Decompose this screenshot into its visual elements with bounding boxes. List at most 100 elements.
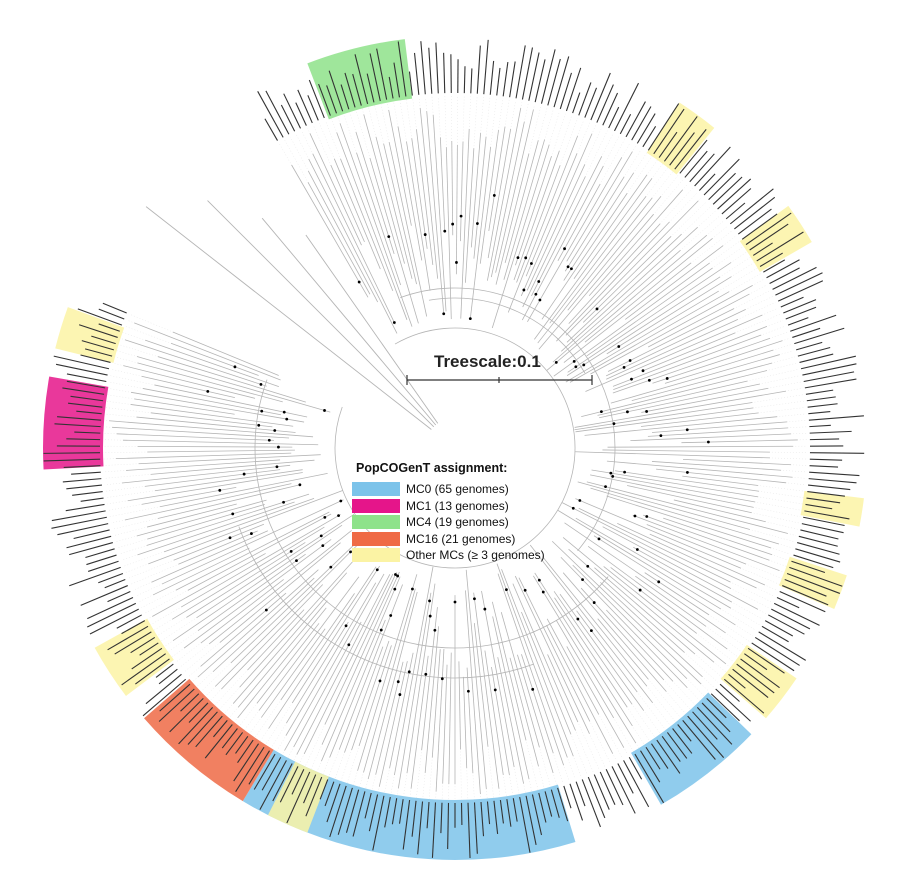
branch-arc <box>334 327 576 569</box>
leader-line <box>545 109 554 138</box>
branch <box>682 458 792 466</box>
branch <box>590 487 780 545</box>
leader-line <box>781 571 785 573</box>
leader-line <box>578 723 600 770</box>
leaf-label-mark <box>408 71 413 96</box>
branch <box>553 262 710 377</box>
leader-line <box>393 101 398 125</box>
support-node <box>387 235 391 239</box>
support-node <box>282 410 286 414</box>
support-node <box>531 687 535 691</box>
branch <box>652 421 788 433</box>
leaf-label-mark <box>187 711 218 745</box>
leader-line <box>614 719 634 752</box>
leaf-label-mark <box>98 323 120 332</box>
clade-highlight <box>307 39 413 120</box>
leader-line <box>147 617 151 620</box>
leader-line <box>331 118 337 131</box>
support-node <box>576 617 580 621</box>
branch-arc <box>254 379 609 649</box>
leaf-label-mark <box>805 389 834 395</box>
leaf-label-mark <box>791 560 826 574</box>
leader-line <box>469 96 471 127</box>
leaf-label-mark <box>87 602 137 628</box>
leader-line <box>480 97 484 131</box>
leader-line <box>708 220 724 235</box>
branch <box>150 459 315 475</box>
leaf-label-mark <box>291 768 305 795</box>
leaf-label-mark <box>493 800 499 834</box>
leader-line <box>604 136 620 165</box>
support-node <box>541 590 545 594</box>
support-node <box>524 256 528 260</box>
branch <box>516 165 561 283</box>
leader-line <box>586 130 608 175</box>
legend-swatch <box>352 482 400 496</box>
leaf-label-mark <box>213 719 228 738</box>
leader-line <box>124 325 170 343</box>
leader-line <box>368 106 376 135</box>
leader-line <box>340 751 352 782</box>
leaf-label-mark <box>698 173 716 191</box>
branch <box>333 158 381 270</box>
leaf-label-mark <box>233 743 260 782</box>
leaf-label-mark <box>806 497 841 504</box>
leader-line <box>760 485 805 492</box>
leader-line <box>130 564 177 585</box>
leader-line <box>793 433 807 435</box>
leaf-label-mark <box>159 683 191 712</box>
branch <box>219 542 341 643</box>
branch <box>546 625 614 754</box>
branch <box>597 618 649 680</box>
branch <box>137 362 283 403</box>
support-node <box>597 537 601 541</box>
leaf-label-mark <box>614 82 639 132</box>
support-node <box>264 608 268 612</box>
branch <box>321 571 400 745</box>
leader-line <box>793 464 807 466</box>
leader-line <box>784 338 790 341</box>
leaf-label-mark <box>337 787 353 835</box>
leader-line <box>105 486 143 492</box>
leader-line <box>577 122 590 152</box>
branch <box>556 221 670 342</box>
legend-label: Other MCs (≥ 3 genomes) <box>406 548 545 562</box>
branch <box>525 153 578 277</box>
leader-line <box>771 457 807 460</box>
leader-line <box>510 101 516 127</box>
leaf-label-mark <box>515 45 526 99</box>
support-node <box>665 377 669 380</box>
leader-line <box>526 742 539 791</box>
branch <box>291 164 369 298</box>
branch <box>308 158 398 334</box>
leader-line <box>602 133 614 155</box>
branch <box>603 566 727 665</box>
branch <box>324 572 397 725</box>
leader-line <box>290 136 308 170</box>
leaf-label-mark <box>328 70 344 112</box>
leader-line <box>214 671 247 706</box>
leaf-label-mark <box>43 458 101 462</box>
branch <box>612 337 771 394</box>
leaf-label-mark <box>420 41 426 95</box>
branch <box>563 262 692 363</box>
leaf-label-mark <box>547 58 561 106</box>
support-node <box>277 445 280 449</box>
branch <box>378 661 408 787</box>
clade-highlight <box>631 692 752 805</box>
branch <box>115 452 292 460</box>
leader-line <box>397 790 399 796</box>
leaf-label-mark <box>793 554 834 569</box>
leader-line <box>104 474 149 479</box>
support-node <box>398 693 402 696</box>
leaf-label-mark <box>305 776 323 817</box>
leader-line <box>710 615 750 642</box>
branch <box>593 535 736 626</box>
branch <box>157 484 302 519</box>
branch <box>591 469 759 498</box>
legend-label: MC4 (19 genomes) <box>406 515 509 529</box>
leaf-label-mark <box>808 410 831 415</box>
branch <box>526 164 586 291</box>
branch <box>152 547 250 596</box>
leaf-label-mark <box>795 548 841 563</box>
